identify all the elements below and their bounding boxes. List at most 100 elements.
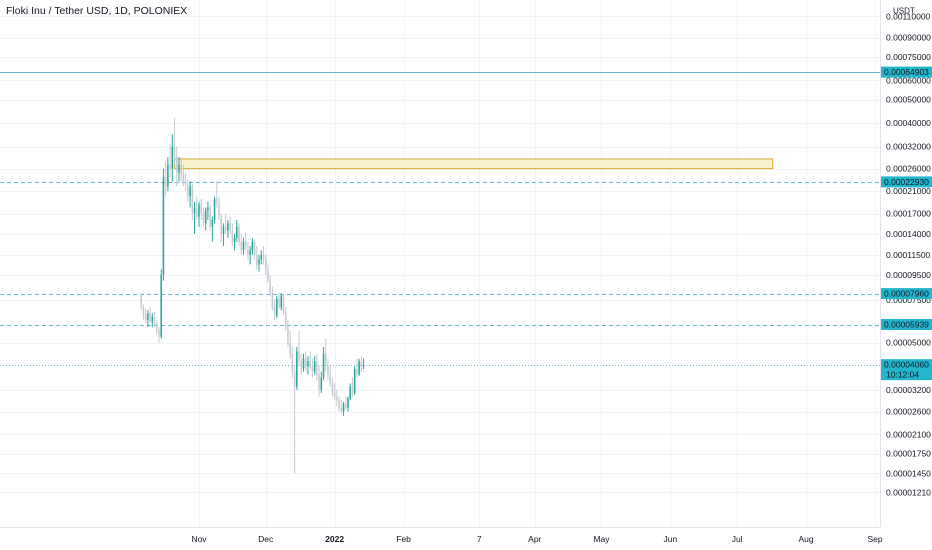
candle-body bbox=[358, 361, 360, 375]
candle-body bbox=[356, 368, 358, 375]
candle-body bbox=[298, 351, 300, 362]
time-tick-label: 2022 bbox=[325, 534, 344, 544]
price-badge bbox=[881, 319, 932, 331]
price-badge-label: 0.00005939 bbox=[884, 320, 929, 330]
candle-body bbox=[271, 293, 274, 308]
candle-body bbox=[269, 280, 271, 294]
candle-body bbox=[342, 403, 345, 412]
candle-body bbox=[151, 316, 154, 322]
candle-body bbox=[340, 407, 343, 412]
candle-body bbox=[236, 226, 238, 238]
price-tick-label: 0.00075000 bbox=[886, 52, 931, 62]
price-badge-label: 0.00004060 bbox=[884, 360, 929, 370]
time-tick-label: May bbox=[593, 534, 610, 544]
price-badge bbox=[881, 288, 932, 300]
candle-body bbox=[227, 223, 229, 231]
candle-body bbox=[251, 241, 254, 251]
candle-body bbox=[171, 146, 174, 169]
candle-body bbox=[140, 295, 142, 308]
candle-body bbox=[353, 368, 356, 394]
candle-body bbox=[344, 403, 347, 408]
candle-body bbox=[322, 353, 325, 378]
price-tick-label: 0.00017000 bbox=[886, 209, 931, 219]
candle-body bbox=[231, 230, 234, 242]
candle-body bbox=[164, 177, 167, 187]
candle-body bbox=[153, 316, 156, 324]
price-tick-label: 0.00007500 bbox=[886, 295, 931, 305]
candle-body bbox=[233, 237, 236, 242]
candle-body bbox=[300, 361, 303, 369]
candle-body bbox=[167, 164, 169, 187]
candle-body bbox=[200, 204, 203, 214]
candle-body bbox=[209, 207, 211, 227]
candle-body bbox=[189, 186, 191, 197]
candle-body bbox=[182, 174, 185, 182]
candle-body bbox=[302, 358, 305, 369]
candle-body bbox=[260, 254, 263, 260]
time-tick-label: 7 bbox=[477, 534, 482, 544]
price-tick-label: 0.00001450 bbox=[886, 468, 931, 478]
candle-body bbox=[213, 199, 216, 220]
candle-body bbox=[169, 164, 171, 169]
price-badge bbox=[881, 359, 932, 381]
price-badge bbox=[881, 66, 932, 78]
candle-body bbox=[304, 358, 307, 367]
candle-body bbox=[147, 313, 149, 320]
candle-body bbox=[184, 181, 187, 184]
candle-body bbox=[324, 353, 327, 367]
candle-body bbox=[273, 307, 276, 315]
candles bbox=[140, 118, 365, 474]
candle-body bbox=[195, 207, 198, 217]
candle-body bbox=[296, 351, 298, 387]
price-badge-label: 0.00022930 bbox=[884, 177, 929, 187]
candle-body bbox=[173, 146, 176, 158]
price-tick-label: 0.00090000 bbox=[886, 33, 931, 43]
candle-body bbox=[144, 314, 147, 320]
price-tick-label: 0.00026000 bbox=[886, 164, 931, 174]
price-tick-label: 0.00003200 bbox=[886, 385, 931, 395]
candle-body bbox=[240, 241, 243, 251]
candle-body bbox=[155, 323, 158, 331]
candle-body bbox=[289, 342, 291, 354]
candle-body bbox=[247, 245, 249, 255]
time-tick-label: Sep bbox=[867, 534, 882, 544]
candle-body bbox=[242, 241, 245, 251]
candle-body bbox=[198, 204, 200, 217]
candle-body bbox=[278, 298, 280, 308]
time-tick-label: Nov bbox=[191, 534, 207, 544]
candle-body bbox=[262, 254, 265, 260]
chart-title: Floki Inu / Tether USD, 1D, POLONIEX bbox=[6, 5, 188, 17]
price-tick-label: 0.00040000 bbox=[886, 118, 931, 128]
price-tick-label: 0.00110000 bbox=[886, 11, 931, 21]
candle-body bbox=[249, 250, 251, 255]
candle-body bbox=[193, 207, 196, 214]
candle-body bbox=[291, 353, 294, 372]
candle-body bbox=[178, 164, 180, 173]
price-tick-label: 0.00021000 bbox=[886, 186, 931, 196]
candle-body bbox=[222, 226, 225, 234]
candle-body bbox=[160, 274, 162, 337]
candle-body bbox=[256, 254, 258, 265]
candle-body bbox=[360, 361, 363, 367]
candle-body bbox=[336, 396, 338, 401]
time-tick-label: Jun bbox=[664, 534, 678, 544]
candle-body bbox=[238, 226, 240, 242]
candle-body bbox=[320, 377, 323, 390]
price-tick-label: 0.00002600 bbox=[886, 407, 931, 417]
price-tick-label: 0.00011500 bbox=[886, 250, 931, 260]
time-tick-label: Dec bbox=[258, 534, 274, 544]
price-tick-label: 0.00005000 bbox=[886, 338, 931, 348]
candle-body bbox=[311, 366, 314, 372]
candle-body bbox=[218, 201, 220, 217]
candle-body bbox=[331, 383, 334, 394]
time-tick-label: Feb bbox=[396, 534, 411, 544]
candle-body bbox=[338, 400, 340, 408]
candle-body bbox=[216, 199, 218, 202]
candle-body bbox=[204, 210, 207, 224]
candle-body bbox=[142, 307, 145, 315]
price-badge-label: 0.00064903 bbox=[884, 67, 929, 77]
candle-body bbox=[276, 298, 278, 315]
time-tick-label: Apr bbox=[528, 534, 541, 544]
price-tick-label: 0.00002100 bbox=[886, 429, 931, 439]
